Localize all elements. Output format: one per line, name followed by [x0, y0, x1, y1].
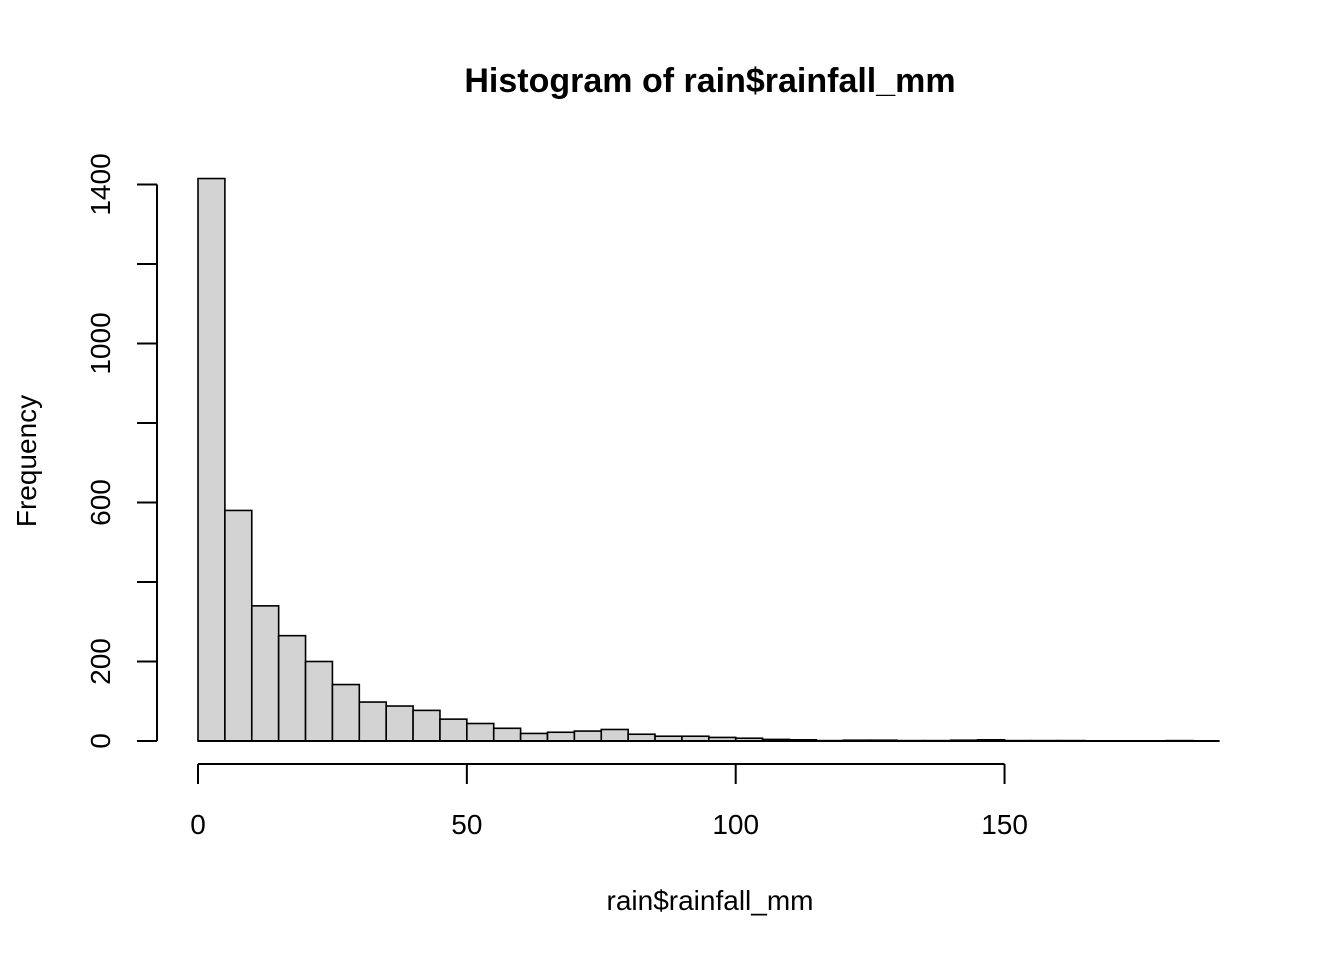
histogram-bar [600, 728, 629, 742]
histogram-bar [466, 722, 495, 742]
x-axis-label: rain$rainfall_mm [607, 885, 814, 916]
x-tick-label: 50 [451, 809, 482, 840]
histogram-bar [224, 509, 253, 742]
histogram-bar [519, 732, 549, 742]
histogram-bar [304, 660, 334, 742]
y-tick-label: 0 [85, 733, 116, 749]
x-tick-label: 100 [712, 809, 759, 840]
histogram-bar [358, 701, 387, 742]
histogram-bar [627, 733, 656, 742]
histogram-bar [439, 718, 468, 742]
histogram-bar [197, 177, 226, 742]
y-tick-label: 200 [85, 638, 116, 685]
y-tick-label: 1400 [85, 153, 116, 215]
histogram-bar [277, 634, 307, 742]
histogram-bar [546, 731, 576, 742]
histogram-bar [573, 730, 603, 742]
x-axis: 0 50 100 150 [190, 763, 1028, 840]
histogram-bar [492, 727, 522, 742]
y-tick-label: 600 [85, 479, 116, 526]
histogram-bar [331, 683, 361, 742]
y-tick-label: 1000 [85, 312, 116, 374]
y-axis: 0 200 600 1000 1400 [85, 153, 158, 749]
histogram-bar [412, 709, 441, 742]
histogram-bar [385, 705, 414, 742]
x-tick-label: 150 [981, 809, 1028, 840]
bars-group [197, 177, 1220, 742]
y-axis-label: Frequency [11, 395, 42, 527]
histogram-bar [250, 605, 280, 742]
chart-title: Histogram of rain$rainfall_mm [464, 62, 955, 100]
x-tick-label: 0 [190, 809, 206, 840]
